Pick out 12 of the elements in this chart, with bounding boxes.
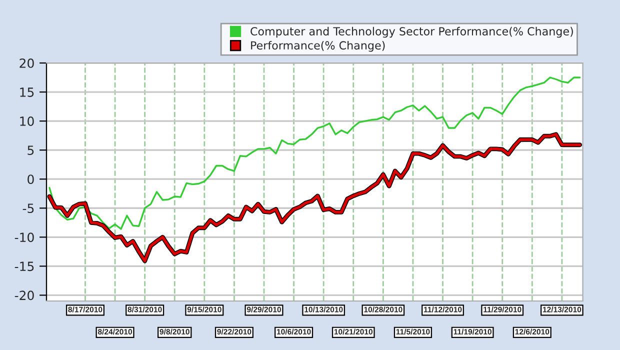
legend-label: Computer and Technology Sector Performance(% Change): [250, 26, 573, 38]
y-tick-label: 0: [28, 174, 34, 184]
legend-label: Performance(% Change): [251, 40, 385, 52]
y-tick-label: -5: [22, 204, 34, 214]
y-tick-label: 10: [20, 116, 34, 126]
y-tick-label: 20: [20, 58, 34, 68]
line-series: [48, 76, 581, 230]
y-tick-label: 5: [28, 146, 34, 155]
y-tick-label: -10: [14, 232, 34, 242]
y-tick-label: 15: [20, 88, 34, 97]
y-tick-label: -20: [14, 290, 34, 300]
y-tick-label: -15: [14, 262, 34, 272]
